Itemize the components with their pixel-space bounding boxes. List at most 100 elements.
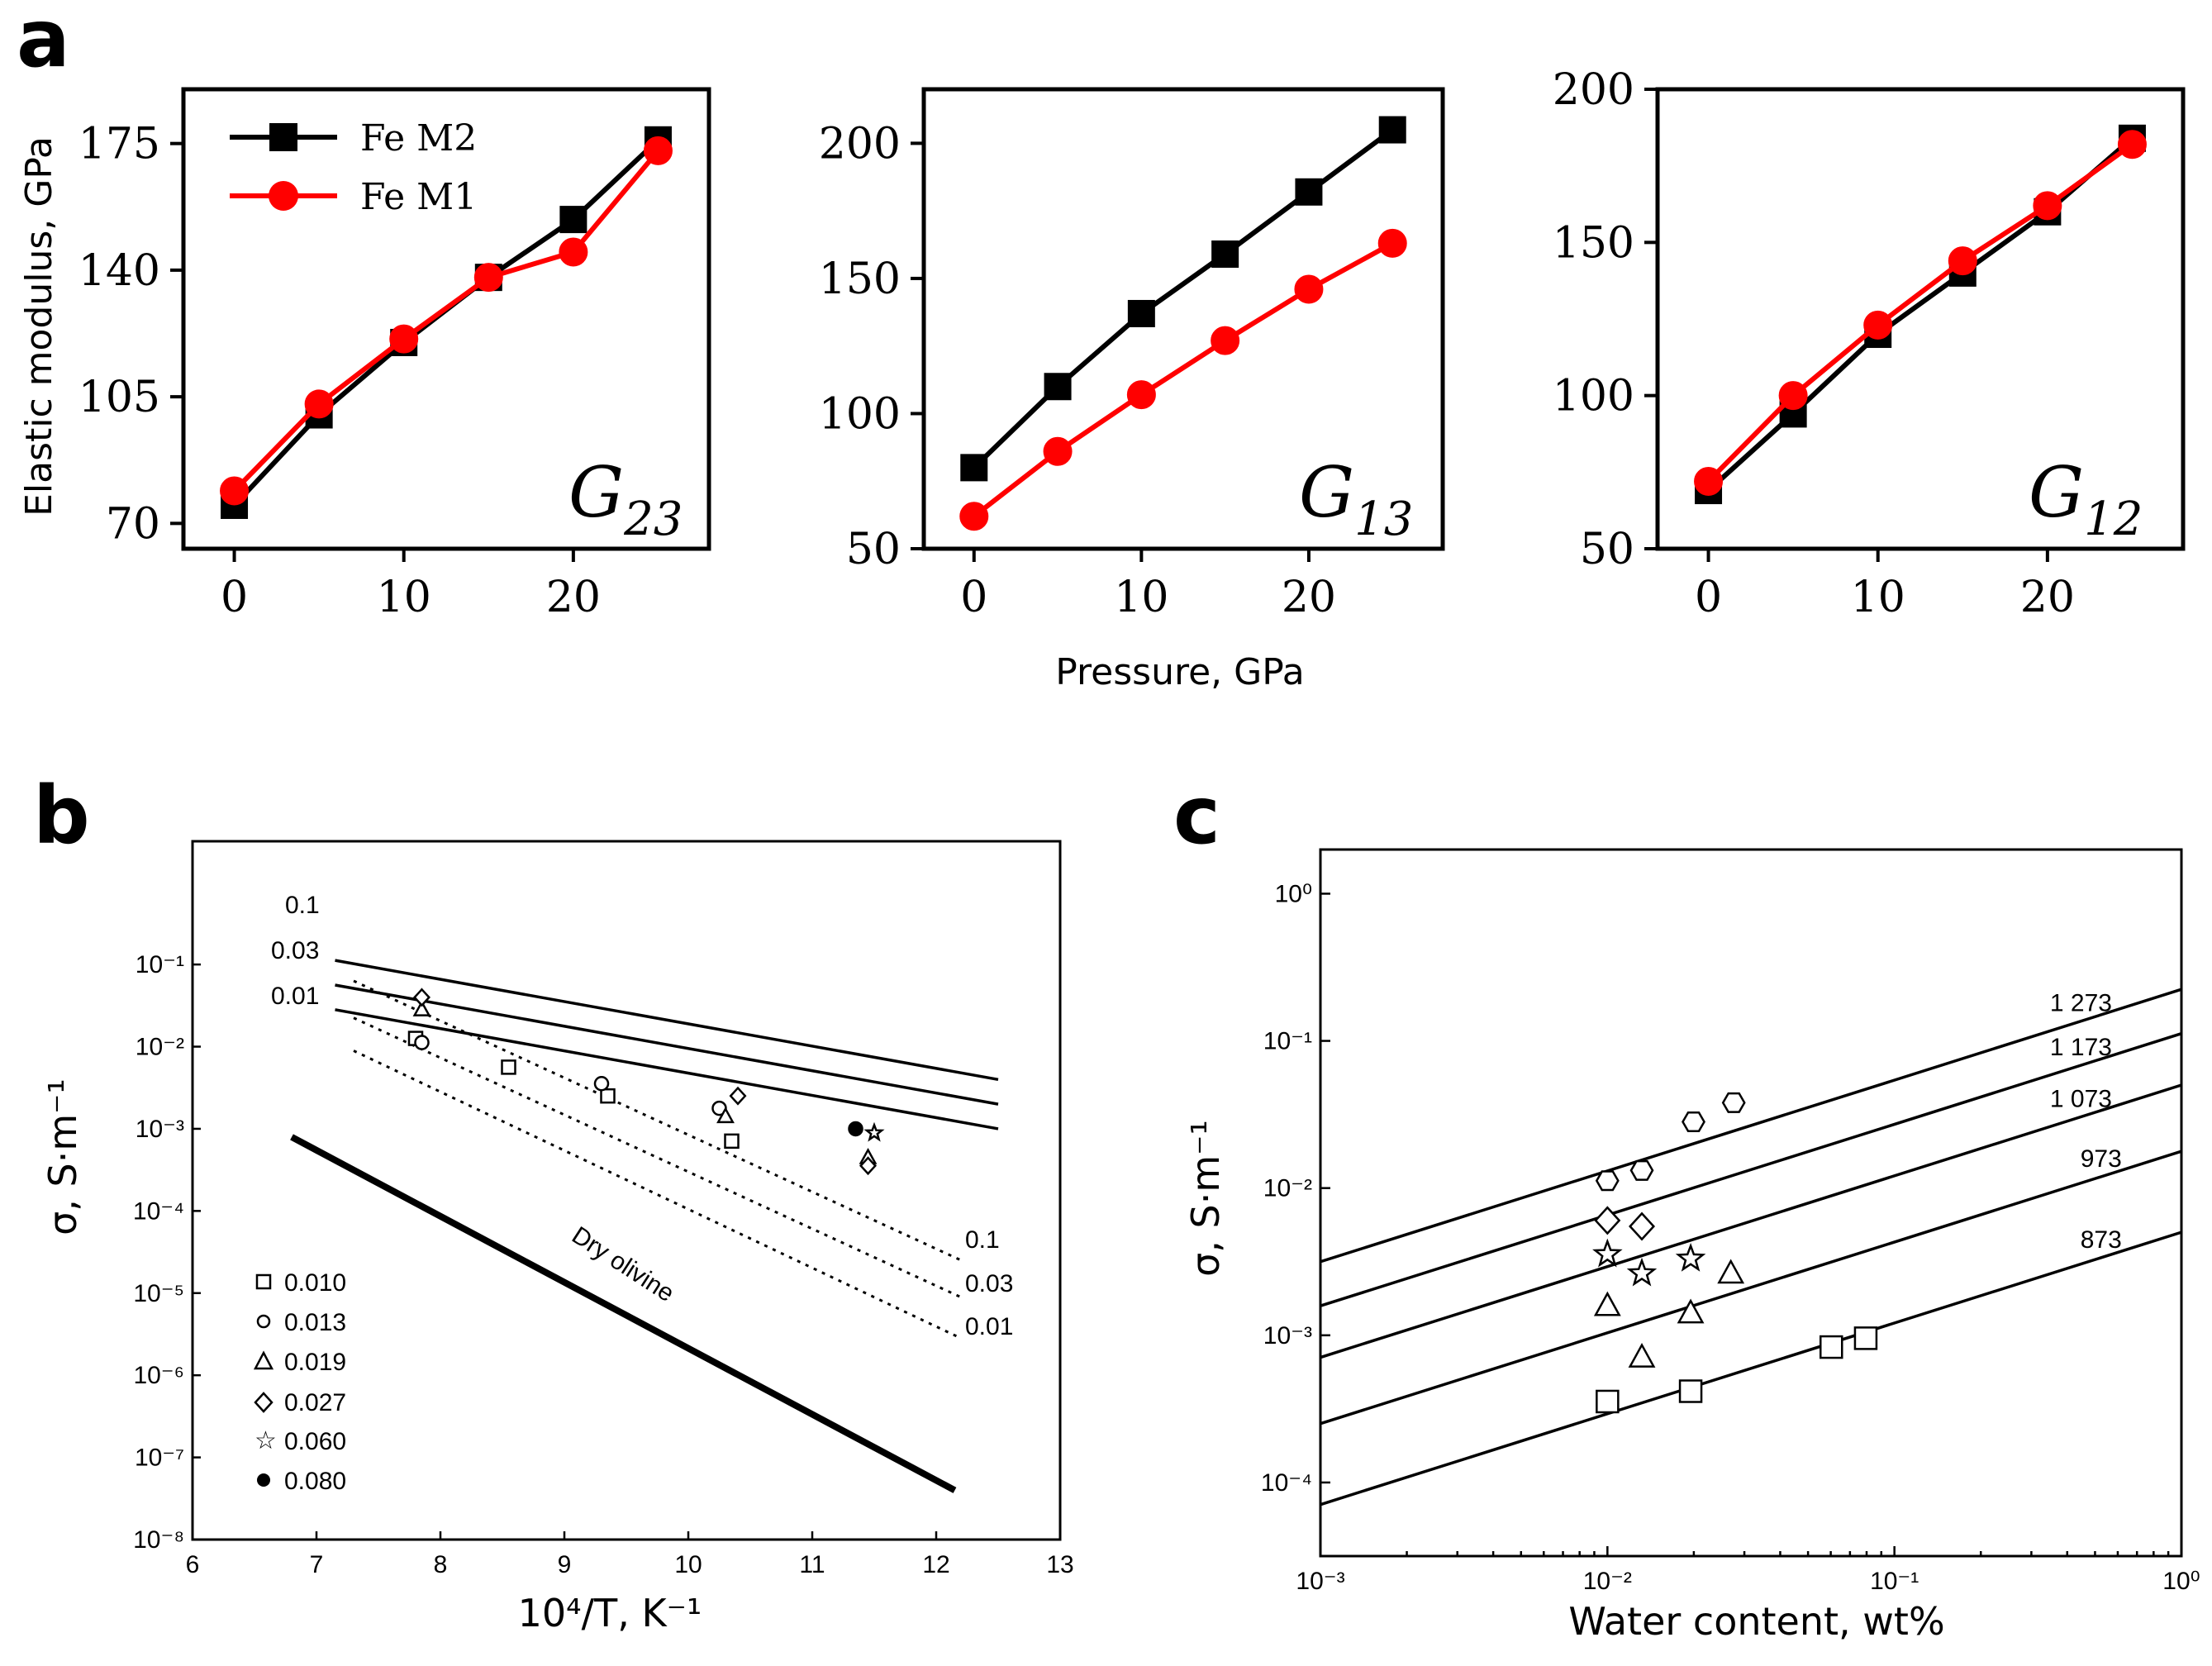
point-1173: [1629, 1211, 1656, 1241]
x-tick-label: 0: [960, 573, 987, 622]
point-0.010: [600, 1088, 616, 1104]
y-tick-label: 10⁻⁴: [1261, 1469, 1312, 1497]
y-axis-title: Elastic modulus, GPa: [18, 136, 60, 516]
y-tick-label: 10⁰: [1275, 880, 1312, 907]
point-fe-m1: [1043, 436, 1073, 466]
y-axis-title: σ, S·m⁻¹: [1183, 1120, 1228, 1277]
y-tick-label: 70: [106, 499, 160, 549]
point-973: [1717, 1259, 1745, 1284]
point-0.010: [501, 1059, 516, 1075]
point-1273: [1682, 1111, 1705, 1133]
label-solid-0.03: 0.03: [271, 937, 319, 964]
point-fe-m1: [1694, 466, 1724, 496]
point-0.019: [716, 1107, 735, 1124]
x-tick-label: 20: [2020, 573, 2075, 622]
y-tick-label: 10⁻⁴: [133, 1197, 184, 1225]
y-tick-label: 10⁻⁷: [135, 1445, 184, 1472]
panel-letter-b: b: [33, 769, 90, 862]
y-ticks: 70 105 140 175: [78, 120, 183, 549]
x-tick-label: 0: [1695, 573, 1722, 622]
x-tick-label: 10⁻¹: [1870, 1568, 1919, 1595]
lines-group: [290, 959, 999, 1493]
series-group: [1592, 1092, 1878, 1414]
line-solid-0.01: [335, 1008, 999, 1130]
y-ticks: 10⁻⁸ 10⁻⁷ 10⁻⁶ 10⁻⁵ 10⁻⁴ 10⁻³ 10⁻² 10⁻¹: [133, 951, 201, 1554]
x-tick-label: 9: [558, 1551, 572, 1578]
point-fe-m1: [959, 502, 989, 531]
plot-frame: [1655, 87, 2186, 551]
label-solid-0.01: 0.01: [271, 983, 319, 1010]
legend-label-0.010: 0.010: [284, 1269, 346, 1297]
point-873: [1678, 1379, 1703, 1403]
point-873: [1596, 1389, 1620, 1414]
y-tick-label: 10⁻³: [1263, 1322, 1312, 1349]
isotherm-line-1-173: [1320, 1031, 2182, 1307]
line-solid-0.1: [335, 959, 999, 1082]
legend-label-0.060: 0.060: [284, 1428, 346, 1455]
point-fe-m1: [389, 324, 419, 354]
label-dotted-0.01: 0.01: [965, 1313, 1013, 1340]
point-0.080: [848, 1121, 863, 1137]
isotherm-line-1-273: [1320, 988, 2182, 1264]
x-tick-label: 10: [1114, 573, 1168, 622]
series-group: [959, 116, 1407, 531]
point-fe-m1: [1377, 228, 1407, 258]
legend: Fe M2 Fe M1: [230, 117, 477, 218]
legend-label-0.027: 0.027: [284, 1389, 346, 1416]
legend-label-fe-m1: Fe M1: [360, 176, 477, 218]
y-tick-label: 10⁻⁵: [133, 1280, 184, 1307]
line-dotted-0.03: [353, 1016, 962, 1299]
x-tick-label: 8: [434, 1551, 448, 1578]
x-tick-label: 10⁻³: [1296, 1568, 1344, 1595]
legend-label-fe-m2: Fe M2: [360, 117, 477, 159]
isotherm-line-873: [1320, 1230, 2182, 1507]
y-ticks: 50 100 150 200: [1553, 65, 1658, 574]
y-tick-label: 10⁻¹: [1263, 1028, 1312, 1055]
point-0.027: [413, 988, 431, 1007]
series-line-fe-m1: [972, 240, 1394, 519]
legend-marker-0.010: [255, 1273, 272, 1290]
x-ticks: 0 10 20: [960, 549, 1336, 622]
series-group: [407, 988, 885, 1176]
y-tick-label: 10⁻²: [136, 1034, 184, 1061]
point-fe-m1: [2033, 191, 2062, 221]
legend-marker-0.027: [254, 1392, 274, 1413]
point-fe-m1: [473, 263, 503, 293]
panel-letter-a: a: [17, 0, 70, 85]
y-tick-label: 50: [1580, 525, 1634, 574]
point-0.060: [863, 1121, 885, 1142]
series-group: [1694, 124, 2147, 505]
x-axis-title: Water content, wt%: [1568, 1599, 1944, 1644]
legend-marker-0.080: [257, 1473, 270, 1487]
y-tick-label: 175: [78, 120, 160, 169]
point-fe-m1: [643, 136, 673, 165]
x-tick-label: 10: [674, 1551, 702, 1578]
x-ticks: 10⁻³ 10⁻² 10⁻¹ 10⁰: [1296, 1546, 2200, 1595]
x-ticks: 0 10 20: [1695, 549, 2075, 622]
legend-marker-fe-m2: [269, 123, 297, 151]
y-tick-label: 50: [846, 525, 901, 574]
x-ticks: 0 10 20: [221, 549, 601, 622]
x-tick-label: 10: [1851, 573, 1905, 622]
y-tick-label: 10⁻³: [136, 1116, 184, 1143]
legend: 0.010 0.013 0.019 0.027 ☆ 0.060 0.080: [253, 1269, 346, 1495]
line-dotted-0.1: [353, 979, 962, 1262]
point-1173: [1594, 1206, 1621, 1235]
legend-marker-0.013: [256, 1314, 271, 1329]
series-group: [220, 126, 673, 519]
x-tick-label: 10: [377, 573, 431, 622]
point-1273: [1629, 1159, 1654, 1181]
point-873: [1853, 1326, 1878, 1350]
point-fe-m1: [1211, 326, 1240, 355]
point-fe-m1: [1778, 381, 1808, 411]
series-line-fe-m2: [1706, 136, 2134, 493]
y-tick-label: 10⁻²: [1263, 1175, 1312, 1202]
point-973: [1593, 1291, 1621, 1316]
point-fe-m2: [1295, 178, 1323, 206]
y-tick-label: 100: [1553, 372, 1634, 421]
y-ticks: 50 100 150 200: [819, 119, 924, 574]
y-tick-label: 100: [819, 389, 901, 439]
y-ticks: 10⁻⁴ 10⁻³ 10⁻² 10⁻¹ 10⁰: [1261, 880, 1330, 1497]
g12-label: G12: [2029, 452, 2143, 546]
